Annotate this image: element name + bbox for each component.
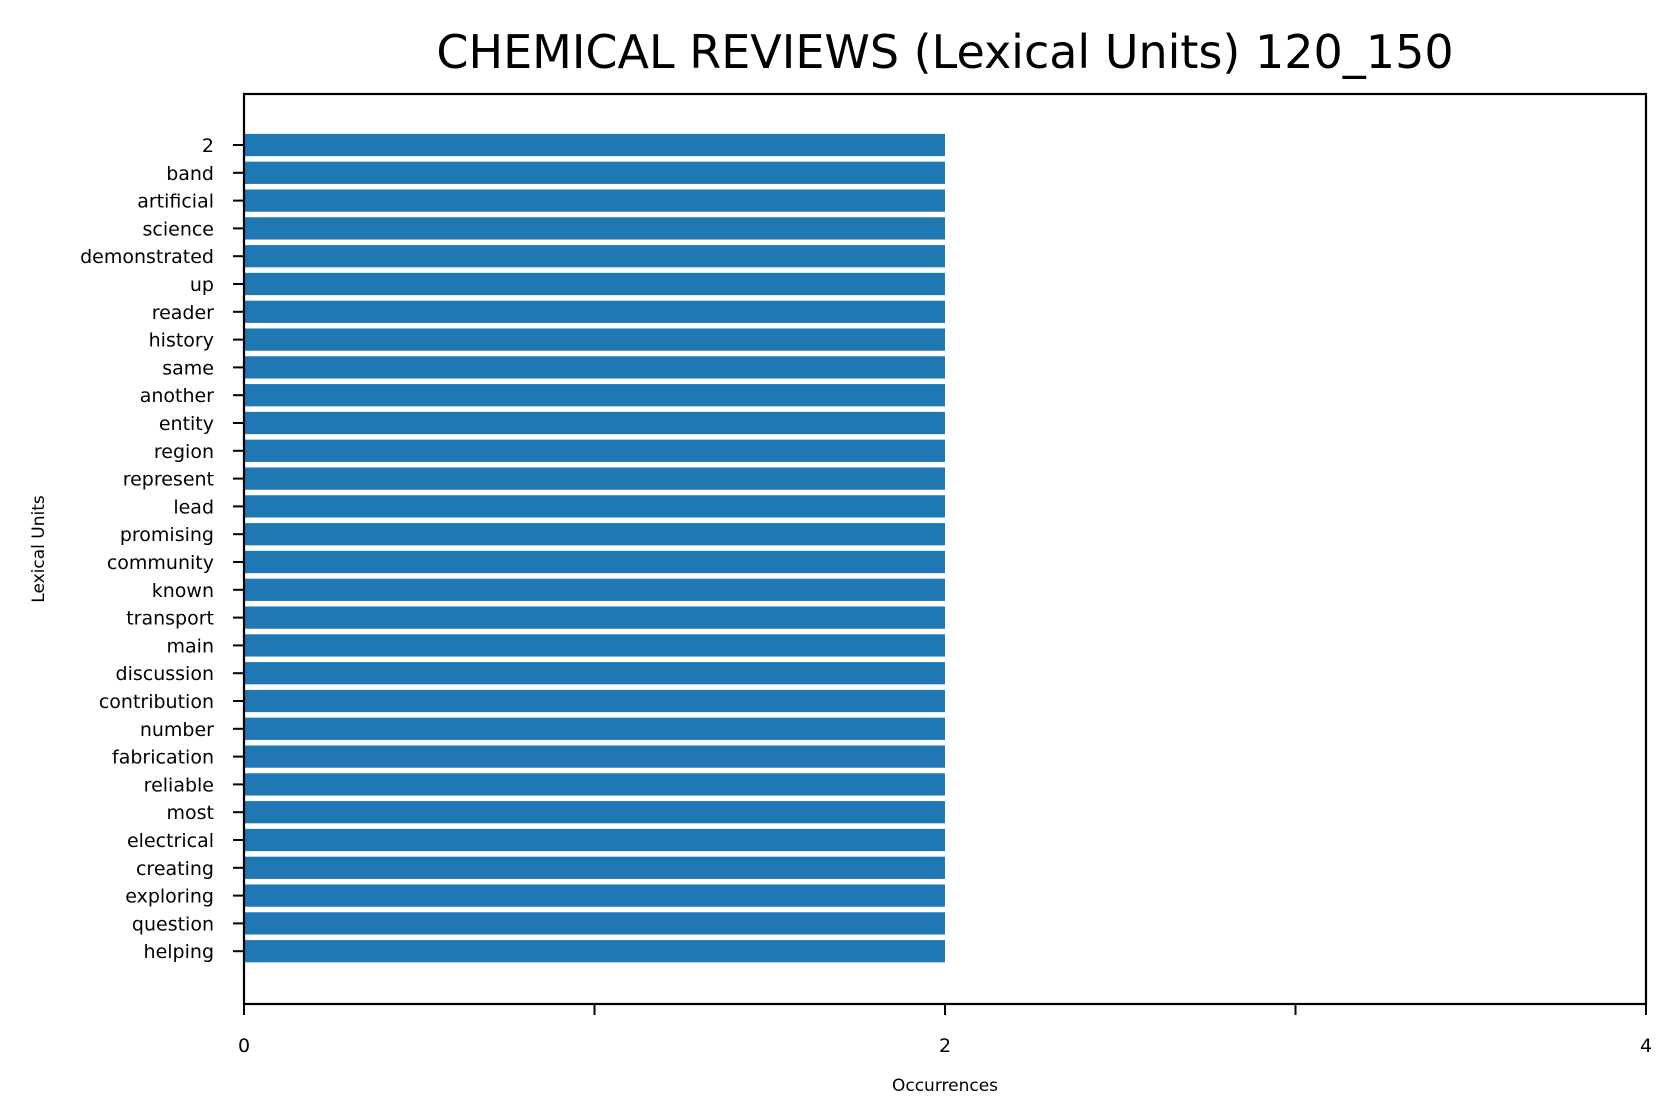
bars-group (244, 133, 945, 963)
y-tick-label: history (149, 330, 214, 352)
y-tick-label: entity (159, 413, 214, 435)
y-tick-label: question (132, 913, 214, 935)
y-tick-label: helping (144, 941, 214, 963)
y-tick-label: community (107, 552, 214, 574)
bar (244, 328, 945, 351)
bar (244, 384, 945, 407)
y-tick-label: creating (136, 858, 214, 880)
bar (244, 356, 945, 379)
y-tick-label: reliable (144, 774, 214, 796)
y-tick-label: number (140, 719, 214, 741)
y-tick-label: reader (152, 302, 214, 324)
bar (244, 940, 945, 963)
y-tick-label: known (152, 580, 214, 602)
bar (244, 133, 945, 157)
y-tick-label: region (154, 441, 214, 463)
y-tick-label: lead (173, 496, 214, 518)
y-axis-ticks: 2 band artificial science demonstrated up read… (80, 135, 244, 963)
x-axis-label: Occurrences (892, 1076, 998, 1096)
y-tick-label: electrical (127, 830, 214, 852)
bar (244, 912, 945, 935)
x-axis-ticks: 0 2 4 (238, 1004, 1652, 1057)
bar (244, 578, 945, 601)
y-tick-label: contribution (99, 691, 214, 713)
bar (244, 606, 945, 629)
bar (244, 884, 945, 907)
bar (244, 467, 945, 490)
y-tick-label: fabrication (112, 747, 214, 769)
y-tick-label: exploring (125, 886, 214, 908)
bar (244, 634, 945, 657)
y-tick-label: transport (126, 608, 214, 630)
y-tick-label: main (167, 635, 214, 657)
bar (244, 217, 945, 240)
bar (244, 550, 945, 574)
plot-frame (242, 92, 1648, 1006)
x-tick-label: 4 (1640, 1035, 1652, 1057)
bar (244, 523, 945, 546)
bar (244, 828, 945, 852)
x-tick-label: 2 (939, 1035, 951, 1057)
y-tick-label: discussion (116, 663, 214, 685)
y-tick-label: another (140, 385, 214, 407)
bar (244, 773, 945, 796)
bar (244, 189, 945, 212)
y-tick-label: up (190, 274, 214, 296)
bar (244, 439, 945, 462)
bar (244, 717, 945, 740)
bar (244, 300, 945, 323)
bar (244, 411, 945, 435)
y-tick-label: demonstrated (80, 246, 214, 268)
bar (244, 689, 945, 713)
y-tick-label: 2 (202, 135, 214, 157)
bar (244, 161, 945, 184)
y-tick-label: same (162, 357, 214, 379)
bar (244, 801, 945, 824)
x-tick-label: 0 (238, 1035, 250, 1057)
y-tick-label: artificial (137, 191, 214, 213)
bar (244, 856, 945, 879)
y-tick-label: promising (120, 524, 214, 546)
bar (244, 662, 945, 685)
y-tick-label: science (143, 218, 215, 240)
chart-title: CHEMICAL REVIEWS (Lexical Units) 120_150 (436, 25, 1453, 79)
bar (244, 272, 945, 296)
bar (244, 745, 945, 768)
bar (244, 495, 945, 518)
y-tick-label: band (166, 163, 214, 185)
y-tick-label: most (167, 802, 214, 824)
y-tick-label: represent (123, 469, 214, 491)
y-axis-label: Lexical Units (29, 495, 49, 603)
bar (244, 245, 945, 268)
